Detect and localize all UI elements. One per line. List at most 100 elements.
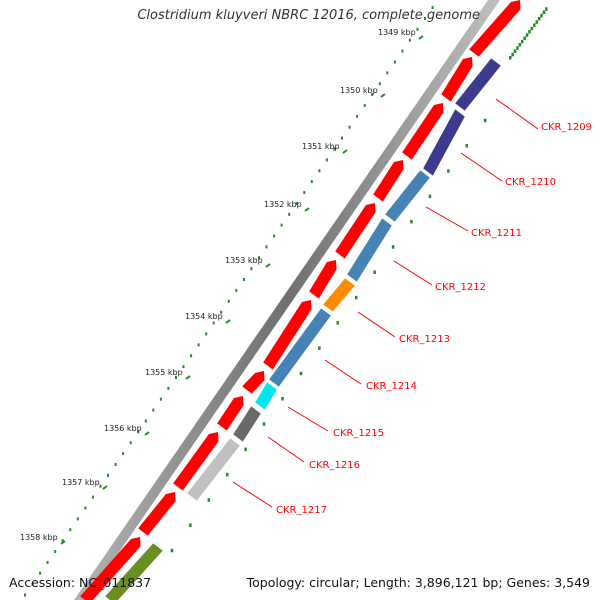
gene-track-tick [511, 52, 514, 57]
gene-track-tick [299, 371, 303, 376]
gene-track-tick [540, 13, 543, 18]
scale-track [24, 6, 434, 597]
gene-track-tick [189, 523, 192, 527]
forward-strand-track [80, 0, 521, 600]
gene-track [105, 58, 501, 600]
gene-track-tick [545, 7, 548, 11]
gene-ckr_1210 [423, 109, 465, 176]
gene-track-tick [447, 169, 450, 173]
backbone-band [74, 0, 500, 600]
scale-dot [91, 495, 94, 499]
scale-major-tick [185, 375, 191, 380]
gene-track-tick [535, 20, 538, 24]
scale-dot [235, 288, 238, 292]
gene-feature-partial [105, 543, 163, 600]
scale-dot [31, 582, 34, 586]
gene-track-tick [483, 118, 487, 123]
forward-cds-arrow [309, 260, 337, 299]
gene-label-ckr_1209[interactable]: CKR_1209 [541, 122, 592, 133]
scale-major-tick [102, 485, 108, 490]
scale-dot [122, 452, 125, 456]
forward-cds-arrow [80, 537, 141, 600]
gene-track-tick [244, 447, 247, 452]
gene-track-tick [513, 49, 517, 53]
scale-dot [408, 38, 411, 42]
gene-leader-line [460, 152, 503, 182]
gene-leader-line [393, 260, 433, 286]
gene-track-tick [207, 498, 211, 502]
gene-track-tick [281, 397, 284, 401]
gene-ckr_1212 [347, 218, 392, 282]
scale-label: 1352 kbp [264, 200, 302, 209]
gene-ckr_1217 [187, 438, 240, 501]
gene-ckr_1216 [233, 406, 261, 442]
scale-dot [393, 60, 396, 64]
gene-leader-line [267, 436, 305, 463]
gene-track-tick [516, 46, 519, 50]
scale-dot [159, 397, 162, 401]
gene-track-tick [170, 548, 174, 553]
gene-leader-line [287, 406, 329, 432]
gene-label-ckr_1212[interactable]: CKR_1212 [435, 282, 486, 293]
gene-label-ckr_1211[interactable]: CKR_1211 [471, 228, 522, 239]
gene-label-ckr_1217[interactable]: CKR_1217 [276, 505, 327, 516]
gene-track-tick [428, 194, 432, 199]
scale-dot [273, 234, 276, 238]
forward-cds-arrow [263, 300, 312, 370]
gene-ckr_1209 [455, 58, 501, 111]
forward-cds-arrow [335, 203, 376, 259]
forward-cds-arrow [469, 0, 521, 57]
gene-track-tick [391, 245, 395, 249]
scale-dot [227, 299, 230, 303]
gene-label-ckr_1213[interactable]: CKR_1213 [399, 334, 450, 345]
scale-dot [46, 560, 49, 564]
gene-label-ckr_1214[interactable]: CKR_1214 [366, 381, 417, 392]
scale-dot [378, 82, 381, 86]
scale-major-tick [60, 540, 66, 545]
scale-dot [431, 6, 434, 10]
scale-dot [190, 354, 193, 358]
scale-major-tick [342, 149, 348, 154]
forward-cds-arrow [441, 57, 473, 102]
gene-label-ckr_1215[interactable]: CKR_1215 [333, 428, 384, 439]
scale-dot [212, 321, 215, 325]
scale-label: 1357 kbp [62, 478, 100, 487]
gene-track-tick [226, 472, 229, 477]
scale-dot [61, 539, 64, 543]
gene-ckr_1214 [269, 308, 331, 387]
forward-cds-arrow [402, 103, 444, 160]
gene-label-ckr_1210[interactable]: CKR_1210 [505, 177, 556, 188]
scale-dot [39, 571, 42, 575]
scale-dot [318, 169, 321, 173]
scale-dot [401, 49, 404, 53]
gene-leader-line [495, 98, 539, 130]
gene-track-tick [530, 26, 534, 31]
scale-major-tick [265, 263, 271, 268]
gene-leader-line [232, 481, 273, 508]
scale-dot [386, 71, 389, 75]
scale-dot [258, 256, 260, 260]
scale-label-layer: 1349 kbp 1350 kbp 1351 kbp 1352 kbp 1353 kbp… [20, 28, 424, 545]
scale-dot [175, 375, 177, 379]
scale-dot [54, 550, 57, 553]
gene-track-tick [318, 346, 321, 350]
scale-dot [333, 147, 336, 151]
scale-label: 1351 kbp [302, 142, 340, 151]
gene-track-tick [262, 422, 266, 426]
gene-track-tick [355, 295, 358, 300]
topology-text: Topology: circular; Length: 3,896,121 bp… [246, 575, 590, 590]
forward-cds-arrow [242, 371, 265, 394]
gene-leader-line [425, 206, 469, 232]
gene-label-ckr_1216[interactable]: CKR_1216 [309, 460, 360, 471]
scale-dot [288, 212, 291, 216]
gene-track-tick [525, 33, 529, 37]
forward-cds-arrow [138, 492, 176, 536]
gene-ckr_1215 [255, 382, 277, 410]
accession-text: Accession: NC_011837 [9, 575, 152, 590]
gene-ckr_1211 [385, 170, 430, 222]
scale-dot [84, 506, 87, 510]
scale-label: 1354 kbp [185, 312, 223, 321]
gene-leader-line [324, 359, 362, 385]
